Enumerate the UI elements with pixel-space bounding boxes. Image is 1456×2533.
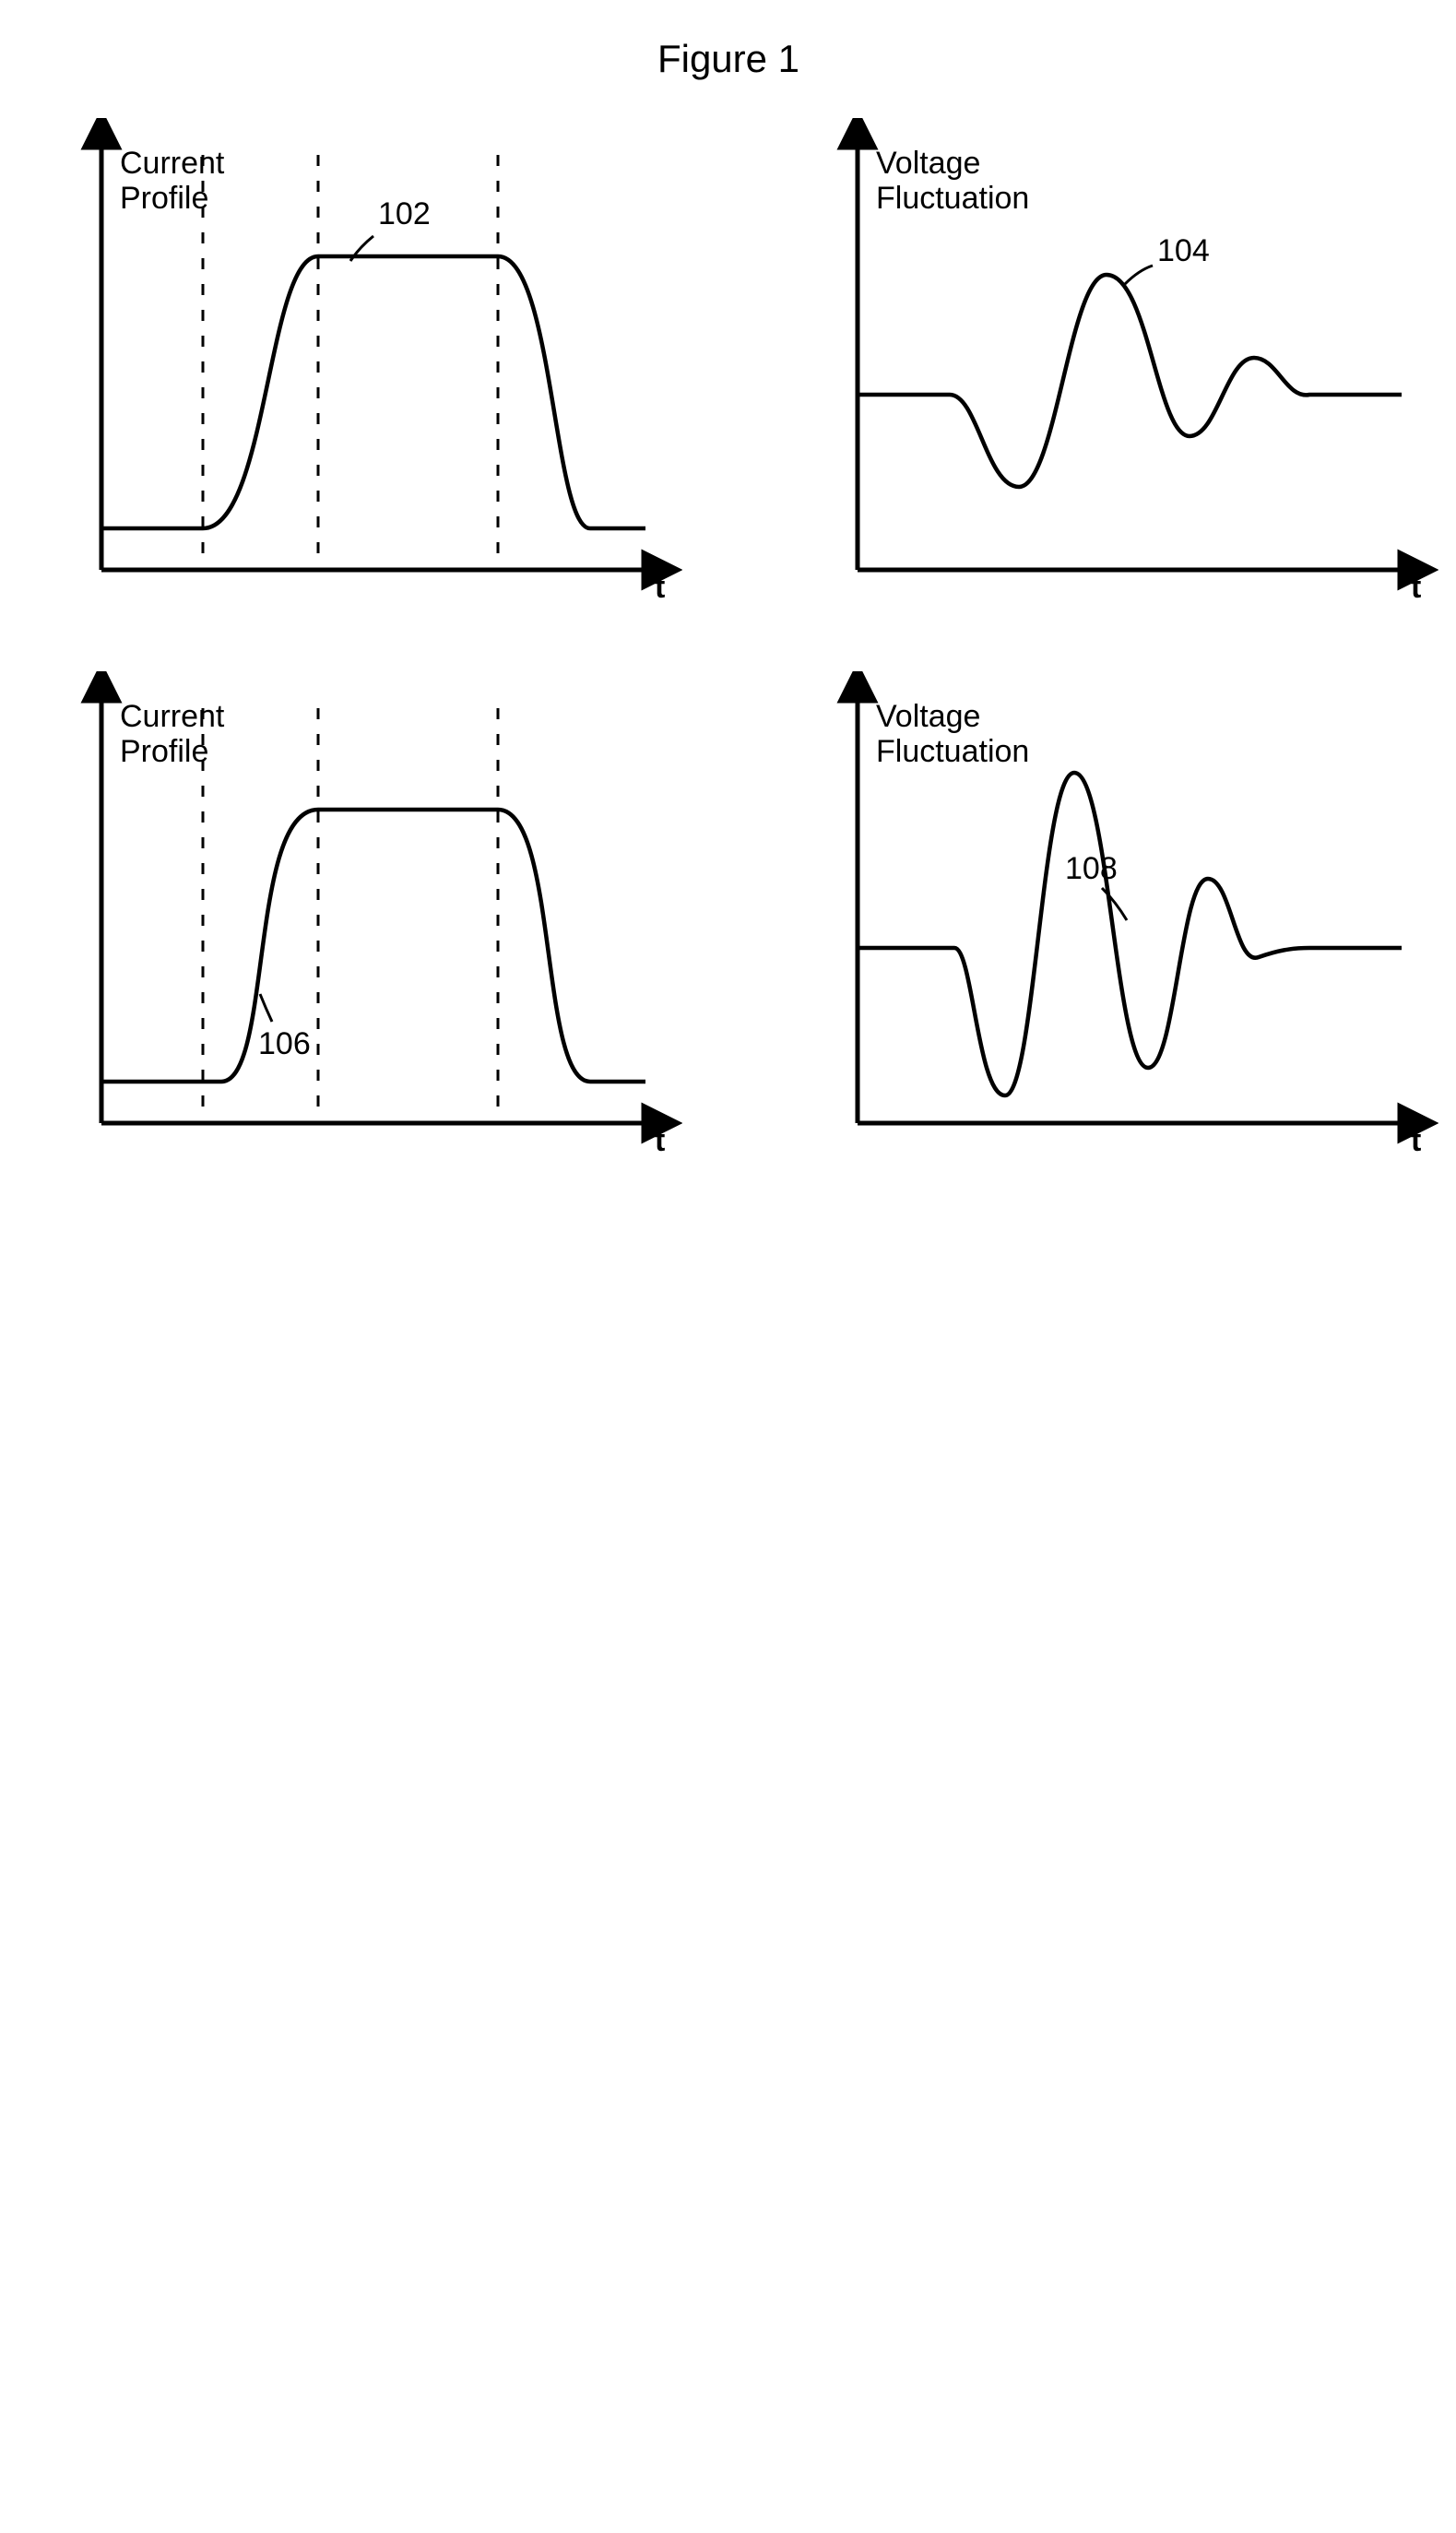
ylabel-line1: Voltage — [876, 699, 980, 734]
refnum-106: 106 — [258, 1026, 311, 1061]
panel-top-left: Current Profile t 102 — [37, 118, 682, 616]
ylabel-line1: Current — [120, 146, 225, 181]
x-axis-label: t — [655, 570, 665, 605]
ylabel-line2: Fluctuation — [876, 181, 1029, 216]
panel-bottom-right: Voltage Fluctuation t 108 — [793, 671, 1438, 1169]
refnum-104: 104 — [1157, 233, 1210, 268]
x-axis-label: t — [1411, 1123, 1421, 1158]
figure-1: Figure 1 Current Pr — [37, 37, 1420, 1169]
ylabel-line1: Voltage — [876, 146, 980, 181]
panel-bottom-left: Current Profile t 106 — [37, 671, 682, 1169]
refnum-108: 108 — [1065, 851, 1118, 886]
figure-title: Figure 1 — [37, 37, 1420, 81]
refnum-102: 102 — [378, 196, 431, 231]
ylabel-line2: Profile — [120, 181, 208, 216]
x-axis-label: t — [1411, 570, 1421, 605]
ylabel-line1: Current — [120, 699, 225, 734]
ylabel-line2: Profile — [120, 734, 208, 769]
panel-grid: Current Profile t 102 — [37, 118, 1420, 1169]
x-axis-label: t — [655, 1123, 665, 1158]
panel-top-right: Voltage Fluctuation t 104 — [793, 118, 1438, 616]
ylabel-line2: Fluctuation — [876, 734, 1029, 769]
